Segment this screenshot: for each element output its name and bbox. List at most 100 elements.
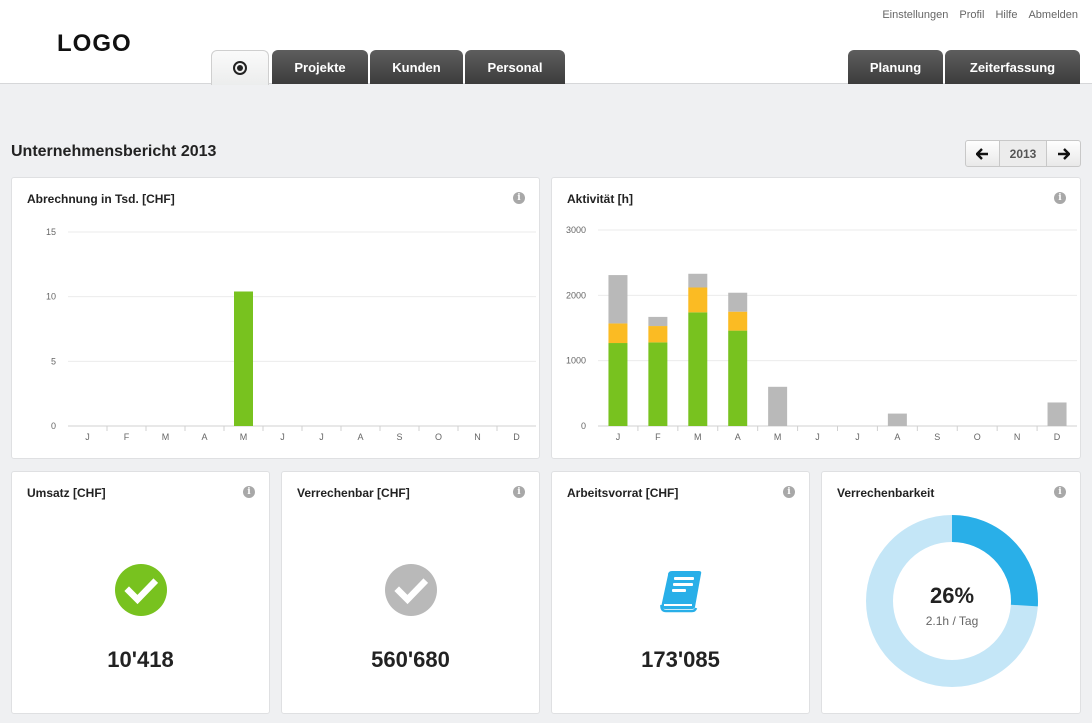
x-tick-label: N — [474, 432, 481, 442]
logo: LOGO — [57, 30, 132, 57]
x-tick-label: D — [513, 432, 520, 442]
billing-chart-title: Abrechnung in Tsd. [CHF] — [27, 192, 175, 206]
settings-link[interactable]: Einstellungen — [882, 9, 949, 21]
bar — [887, 413, 907, 426]
info-icon[interactable]: i — [1054, 486, 1066, 498]
bar — [768, 386, 788, 426]
info-icon[interactable]: i — [243, 486, 255, 498]
y-tick-label: 2000 — [566, 290, 586, 300]
bar — [728, 292, 748, 312]
x-tick-label: J — [616, 432, 621, 442]
x-tick-label: J — [280, 432, 285, 442]
check-circle-icon — [384, 564, 437, 616]
backlog-value: 173'085 — [641, 647, 720, 672]
check-circle-icon — [114, 564, 167, 616]
billability-title: Verrechenbarkeit — [837, 486, 935, 500]
x-tick-label: J — [855, 432, 860, 442]
bar — [728, 311, 748, 331]
bar — [234, 291, 253, 426]
tab-planning[interactable]: Planung — [848, 50, 943, 84]
bar — [688, 287, 708, 313]
billing-chart-card: Abrechnung in Tsd. [CHF] i 0 5 10 15 J F M A M J J… — [11, 177, 540, 459]
top-bar: LOGO Einstellungen Profil Hilfe Abmelden… — [0, 0, 1092, 85]
x-tick-label: M — [240, 432, 248, 442]
tab-dashboard[interactable] — [211, 50, 269, 85]
bar — [1047, 402, 1067, 426]
bar — [648, 316, 668, 327]
x-tick-label: A — [357, 432, 363, 442]
year-label: 2013 — [999, 141, 1047, 166]
tab-projects[interactable]: Projekte — [272, 50, 368, 84]
revenue-value: 10'418 — [107, 647, 174, 672]
y-tick-label: 0 — [581, 421, 586, 431]
bar — [688, 273, 708, 288]
x-tick-label: A — [735, 432, 741, 442]
revenue-card: Umsatz [CHF] i 10'418 — [11, 471, 270, 714]
bar — [648, 326, 668, 343]
book-icon — [659, 571, 701, 613]
billable-title: Verrechenbar [CHF] — [297, 486, 410, 500]
x-tick-label: S — [396, 432, 402, 442]
page-title: Unternehmensbericht 2013 — [11, 143, 217, 160]
eye-icon — [233, 61, 247, 75]
x-tick-label: F — [124, 432, 130, 442]
billability-percent: 26% — [929, 583, 975, 608]
x-tick-label: J — [319, 432, 324, 442]
x-tick-label: J — [815, 432, 820, 442]
activity-chart-card: Aktivität [h] i 0 1000 2000 3000 J F M A M J J A S O N… — [551, 177, 1081, 459]
y-tick-label: 0 — [51, 421, 56, 431]
y-tick-label: 10 — [46, 292, 56, 302]
activity-chart-title: Aktivität [h] — [567, 192, 633, 206]
x-tick-label: A — [201, 432, 207, 442]
billable-card: Verrechenbar [CHF] i 560'680 — [281, 471, 540, 714]
info-icon[interactable]: i — [513, 486, 525, 498]
bar — [728, 330, 748, 426]
y-tick-label: 1000 — [566, 356, 586, 366]
backlog-title: Arbeitsvorrat [CHF] — [567, 486, 679, 500]
donut-progress — [866, 515, 1038, 687]
billability-card: Verrechenbarkeit i 26% 2.1h / Tag — [821, 471, 1081, 714]
profile-link[interactable]: Profil — [959, 9, 985, 21]
bar — [688, 312, 708, 426]
year-navigator: 2013 — [965, 140, 1081, 167]
x-tick-label: O — [974, 432, 981, 442]
billability-subtext: 2.1h / Tag — [925, 614, 979, 628]
x-tick-label: M — [774, 432, 782, 442]
x-tick-label: S — [934, 432, 940, 442]
arrow-right-icon — [1058, 147, 1070, 160]
next-year-button[interactable] — [1047, 141, 1080, 166]
info-icon[interactable]: i — [513, 192, 525, 204]
x-tick-label: M — [162, 432, 170, 442]
previous-year-button[interactable] — [966, 141, 999, 166]
x-tick-label: M — [694, 432, 702, 442]
tab-customers[interactable]: Kunden — [370, 50, 463, 84]
billability-donut: 26% 2.1h / Tag — [866, 515, 1038, 687]
logout-link[interactable]: Abmelden — [1028, 9, 1078, 21]
x-tick-label: A — [894, 432, 900, 442]
tab-timetracking[interactable]: Zeiterfassung — [945, 50, 1080, 84]
y-tick-label: 3000 — [566, 225, 586, 235]
help-link[interactable]: Hilfe — [995, 9, 1018, 21]
billable-value: 560'680 — [371, 647, 450, 672]
revenue-title: Umsatz [CHF] — [27, 486, 106, 500]
x-tick-label: O — [435, 432, 442, 442]
y-tick-label: 5 — [51, 356, 56, 366]
backlog-card: Arbeitsvorrat [CHF] i 173'085 — [551, 471, 810, 714]
x-tick-label: D — [1054, 432, 1061, 442]
top-links: Einstellungen Profil Hilfe Abmelden — [882, 9, 1078, 21]
info-icon[interactable]: i — [1054, 192, 1066, 204]
tab-staff[interactable]: Personal — [465, 50, 565, 84]
bar — [608, 323, 628, 344]
x-tick-label: J — [85, 432, 90, 442]
y-tick-label: 15 — [46, 227, 56, 237]
arrow-left-icon — [976, 147, 988, 160]
x-tick-label: F — [655, 432, 661, 442]
bar — [648, 342, 668, 426]
bar — [608, 343, 628, 426]
x-tick-label: N — [1014, 432, 1021, 442]
activity-chart: 0 1000 2000 3000 J F M A M J J A S O N D — [566, 225, 1077, 442]
billing-chart: 0 5 10 15 J F M A M J J A S O N D — [46, 227, 536, 442]
bar — [608, 275, 628, 324]
donut-chart — [866, 515, 1038, 687]
info-icon[interactable]: i — [783, 486, 795, 498]
